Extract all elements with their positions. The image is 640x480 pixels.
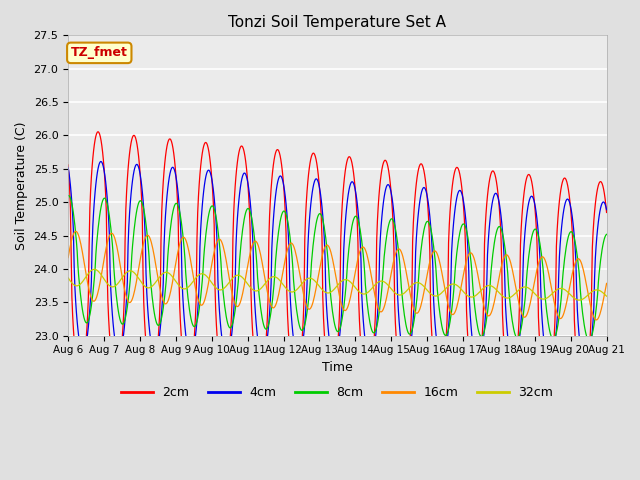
- Title: Tonzi Soil Temperature Set A: Tonzi Soil Temperature Set A: [228, 15, 446, 30]
- Y-axis label: Soil Temperature (C): Soil Temperature (C): [15, 121, 28, 250]
- Legend: 2cm, 4cm, 8cm, 16cm, 32cm: 2cm, 4cm, 8cm, 16cm, 32cm: [116, 382, 559, 405]
- Text: TZ_fmet: TZ_fmet: [71, 47, 128, 60]
- X-axis label: Time: Time: [322, 361, 353, 374]
